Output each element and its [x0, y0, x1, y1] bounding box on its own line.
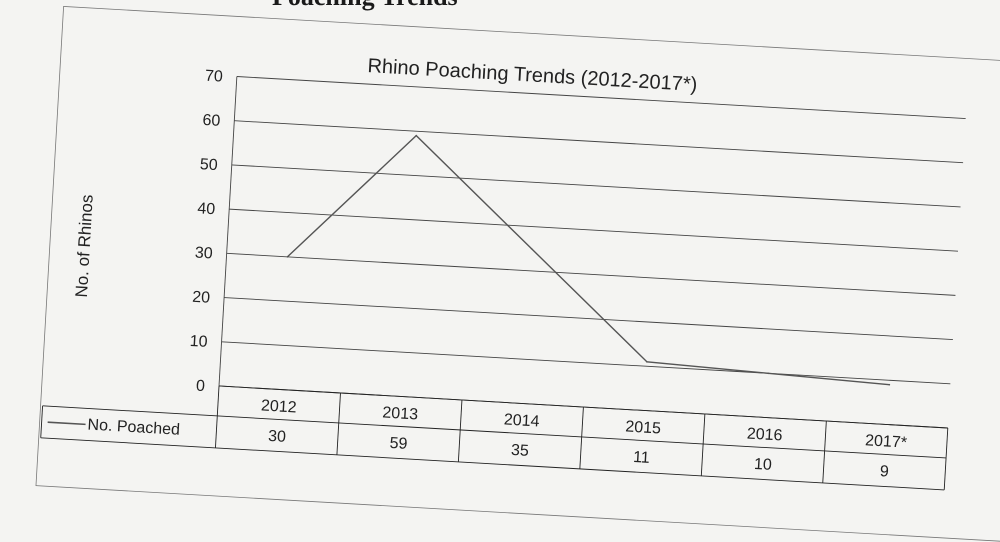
table-rule — [336, 392, 341, 455]
gridline — [234, 120, 964, 164]
gridline — [229, 208, 959, 252]
legend-line-swatch — [47, 421, 86, 426]
chart-frame — [35, 5, 1000, 542]
table-rule — [943, 427, 949, 490]
data-point — [646, 361, 648, 363]
data-point — [415, 134, 418, 137]
y-tick-label: 20 — [192, 289, 211, 307]
data-value-label: 9 — [879, 463, 889, 480]
y-tick-label: 60 — [202, 112, 221, 130]
data-point — [530, 247, 533, 250]
x-tick-label: 2013 — [382, 404, 419, 423]
series-layer: No. Poached 30 59 35 11 10 9 — [47, 134, 891, 481]
data-value-label: 35 — [511, 442, 530, 460]
table-rule — [457, 399, 463, 462]
y-axis-line — [218, 76, 238, 387]
x-tick-label: 2015 — [625, 418, 662, 437]
data-value-label: 59 — [389, 435, 408, 453]
data-value-label: 10 — [753, 456, 772, 474]
gridline — [231, 164, 961, 208]
y-tick-label: 10 — [189, 333, 208, 351]
table-rule — [579, 406, 584, 469]
table-rule — [214, 385, 220, 448]
data-value-label: 30 — [268, 428, 287, 446]
data-table: 2012 2013 2014 2015 2016 2017* — [40, 385, 949, 491]
gridline — [226, 252, 956, 296]
table-rule — [42, 405, 947, 459]
data-point — [888, 383, 891, 386]
y-tick-label: 50 — [199, 156, 218, 174]
table-rule — [822, 420, 827, 483]
legend-series-name: No. Poached — [87, 416, 180, 438]
page-heading: Poaching Trends — [272, 0, 458, 12]
gridlines — [218, 76, 966, 429]
x-tick-label: 2017* — [865, 432, 908, 451]
x-tick-label: 2012 — [260, 397, 297, 416]
series-line — [286, 134, 890, 386]
data-point — [767, 372, 769, 375]
x-tick-label: 2016 — [746, 425, 783, 444]
chart-title: Rhino Poaching Trends (2012-2017*) — [367, 55, 698, 96]
table-rule — [40, 405, 44, 438]
y-tick-labels: 0 10 20 30 40 50 60 70 — [189, 68, 224, 395]
data-point — [286, 256, 289, 258]
y-tick-label: 30 — [194, 245, 213, 263]
gridline — [221, 341, 951, 385]
table-rule — [700, 413, 706, 476]
y-axis-label: No. of Rhinos — [72, 194, 97, 298]
gridline — [224, 297, 953, 341]
y-tick-label: 40 — [197, 200, 216, 218]
y-tick-label: 0 — [196, 378, 206, 395]
table-rule — [40, 437, 945, 491]
y-tick-label: 70 — [205, 68, 224, 86]
gridline — [236, 76, 966, 119]
x-tick-label: 2014 — [503, 411, 540, 430]
data-value-label: 11 — [633, 449, 651, 467]
